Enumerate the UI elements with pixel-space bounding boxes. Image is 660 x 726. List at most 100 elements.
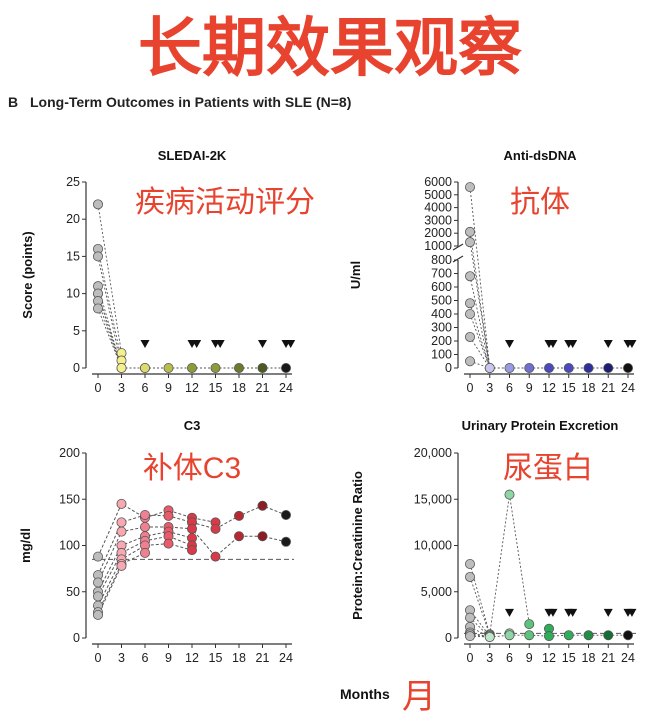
trajectory-line [469, 242, 491, 369]
y-tick-label: 100 [431, 348, 452, 362]
data-point [464, 356, 475, 367]
x-tick-label: 15 [562, 651, 576, 665]
y-tick-label: 1000 [424, 239, 452, 253]
trajectory-line [469, 313, 491, 369]
trajectory-line [469, 303, 491, 369]
data-point [544, 631, 555, 642]
x-tick-label: 12 [185, 651, 199, 665]
y-tick-label: 50 [66, 585, 80, 599]
data-point [464, 612, 475, 623]
y-tick-label: 200 [431, 334, 452, 348]
data-point [280, 536, 291, 547]
y-tick-label: 10,000 [414, 539, 452, 553]
x-tick-label: 0 [467, 381, 474, 395]
trajectory-line [469, 231, 491, 369]
y-axis-label: U/ml [348, 261, 363, 289]
panel-anti-dsdna: Anti-dsDNA100020003000400050006000010020… [348, 148, 637, 395]
y-tick-label: 300 [431, 321, 452, 335]
panel-title: C3 [184, 418, 201, 433]
y-tick-label: 3000 [424, 213, 452, 227]
data-point [257, 500, 268, 511]
y-tick-label: 100 [59, 539, 80, 553]
data-point [504, 362, 515, 373]
y-tick-label: 5000 [424, 188, 452, 202]
y-tick-label: 800 [431, 253, 452, 267]
y-tick-label: 15 [66, 249, 80, 263]
y-tick-label: 5,000 [421, 585, 452, 599]
y-tick-label: 0 [73, 631, 80, 645]
y-tick-label: 20,000 [414, 446, 452, 460]
triangle-marker [140, 340, 150, 348]
data-point [116, 498, 127, 509]
data-point [116, 517, 127, 528]
x-tick-label: 18 [232, 381, 246, 395]
data-point [504, 489, 515, 500]
annotation-cn: 疾病活动评分 [135, 186, 315, 219]
headline-cn: 长期效果观察 [138, 12, 522, 84]
triangle-marker [603, 608, 613, 617]
data-point [583, 630, 594, 641]
data-point [623, 630, 634, 641]
triangle-marker [627, 608, 637, 617]
data-point [93, 609, 104, 620]
x-tick-label: 6 [142, 381, 149, 395]
data-point [116, 560, 127, 571]
x-axis-label: Months [340, 686, 390, 702]
data-point [186, 362, 197, 373]
x-tick-label: 0 [95, 381, 102, 395]
triangle-marker [548, 608, 558, 617]
trajectory-line [97, 256, 122, 369]
y-tick-label: 25 [66, 175, 80, 189]
y-tick-label: 2000 [424, 226, 452, 240]
y-axis-label: Protein:Creatinine Ratio [350, 471, 365, 620]
triangle-marker [286, 340, 296, 348]
x-tick-label: 15 [209, 381, 223, 395]
data-point [233, 531, 244, 542]
data-point [524, 619, 535, 630]
y-tick-label: 5 [73, 324, 80, 338]
data-point [93, 577, 104, 588]
x-tick-label: 15 [209, 651, 223, 665]
triangle-marker [215, 340, 225, 348]
data-point [93, 551, 104, 562]
data-point [464, 308, 475, 319]
data-point [210, 551, 221, 562]
data-point [464, 298, 475, 309]
y-tick-label: 600 [431, 280, 452, 294]
data-point [464, 237, 475, 248]
x-tick-label: 9 [165, 651, 172, 665]
x-tick-label: 18 [232, 651, 246, 665]
x-tick-label: 6 [506, 381, 513, 395]
annotation-cn: 补体C3 [143, 452, 241, 485]
data-point [280, 509, 291, 520]
data-point [464, 559, 475, 570]
x-tick-label: 9 [526, 651, 533, 665]
data-point [139, 362, 150, 373]
y-tick-label: 4000 [424, 201, 452, 215]
data-point [280, 362, 291, 373]
data-point [524, 630, 535, 641]
data-point [139, 522, 150, 533]
y-tick-label: 10 [66, 287, 80, 301]
y-tick-label: 0 [445, 361, 452, 375]
x-tick-label: 3 [118, 381, 125, 395]
y-tick-label: 0 [445, 631, 452, 645]
triangle-marker [548, 340, 558, 348]
data-point [116, 362, 127, 373]
triangle-marker [568, 608, 578, 617]
data-point [583, 362, 594, 373]
data-point [524, 362, 535, 373]
x-tick-label: 21 [256, 651, 270, 665]
series-line [97, 552, 146, 613]
panel-title: Anti-dsDNA [504, 148, 578, 163]
x-tick-label: 6 [142, 651, 149, 665]
panel-title: Urinary Protein Excretion [462, 418, 619, 433]
x-tick-label: 24 [279, 651, 293, 665]
y-tick-label: 200 [59, 446, 80, 460]
triangle-marker [505, 608, 514, 617]
x-tick-label: 12 [542, 381, 556, 395]
y-tick-label: 150 [59, 492, 80, 506]
series-line [97, 565, 122, 616]
axis-break-mark [452, 255, 464, 263]
data-point [504, 630, 515, 641]
